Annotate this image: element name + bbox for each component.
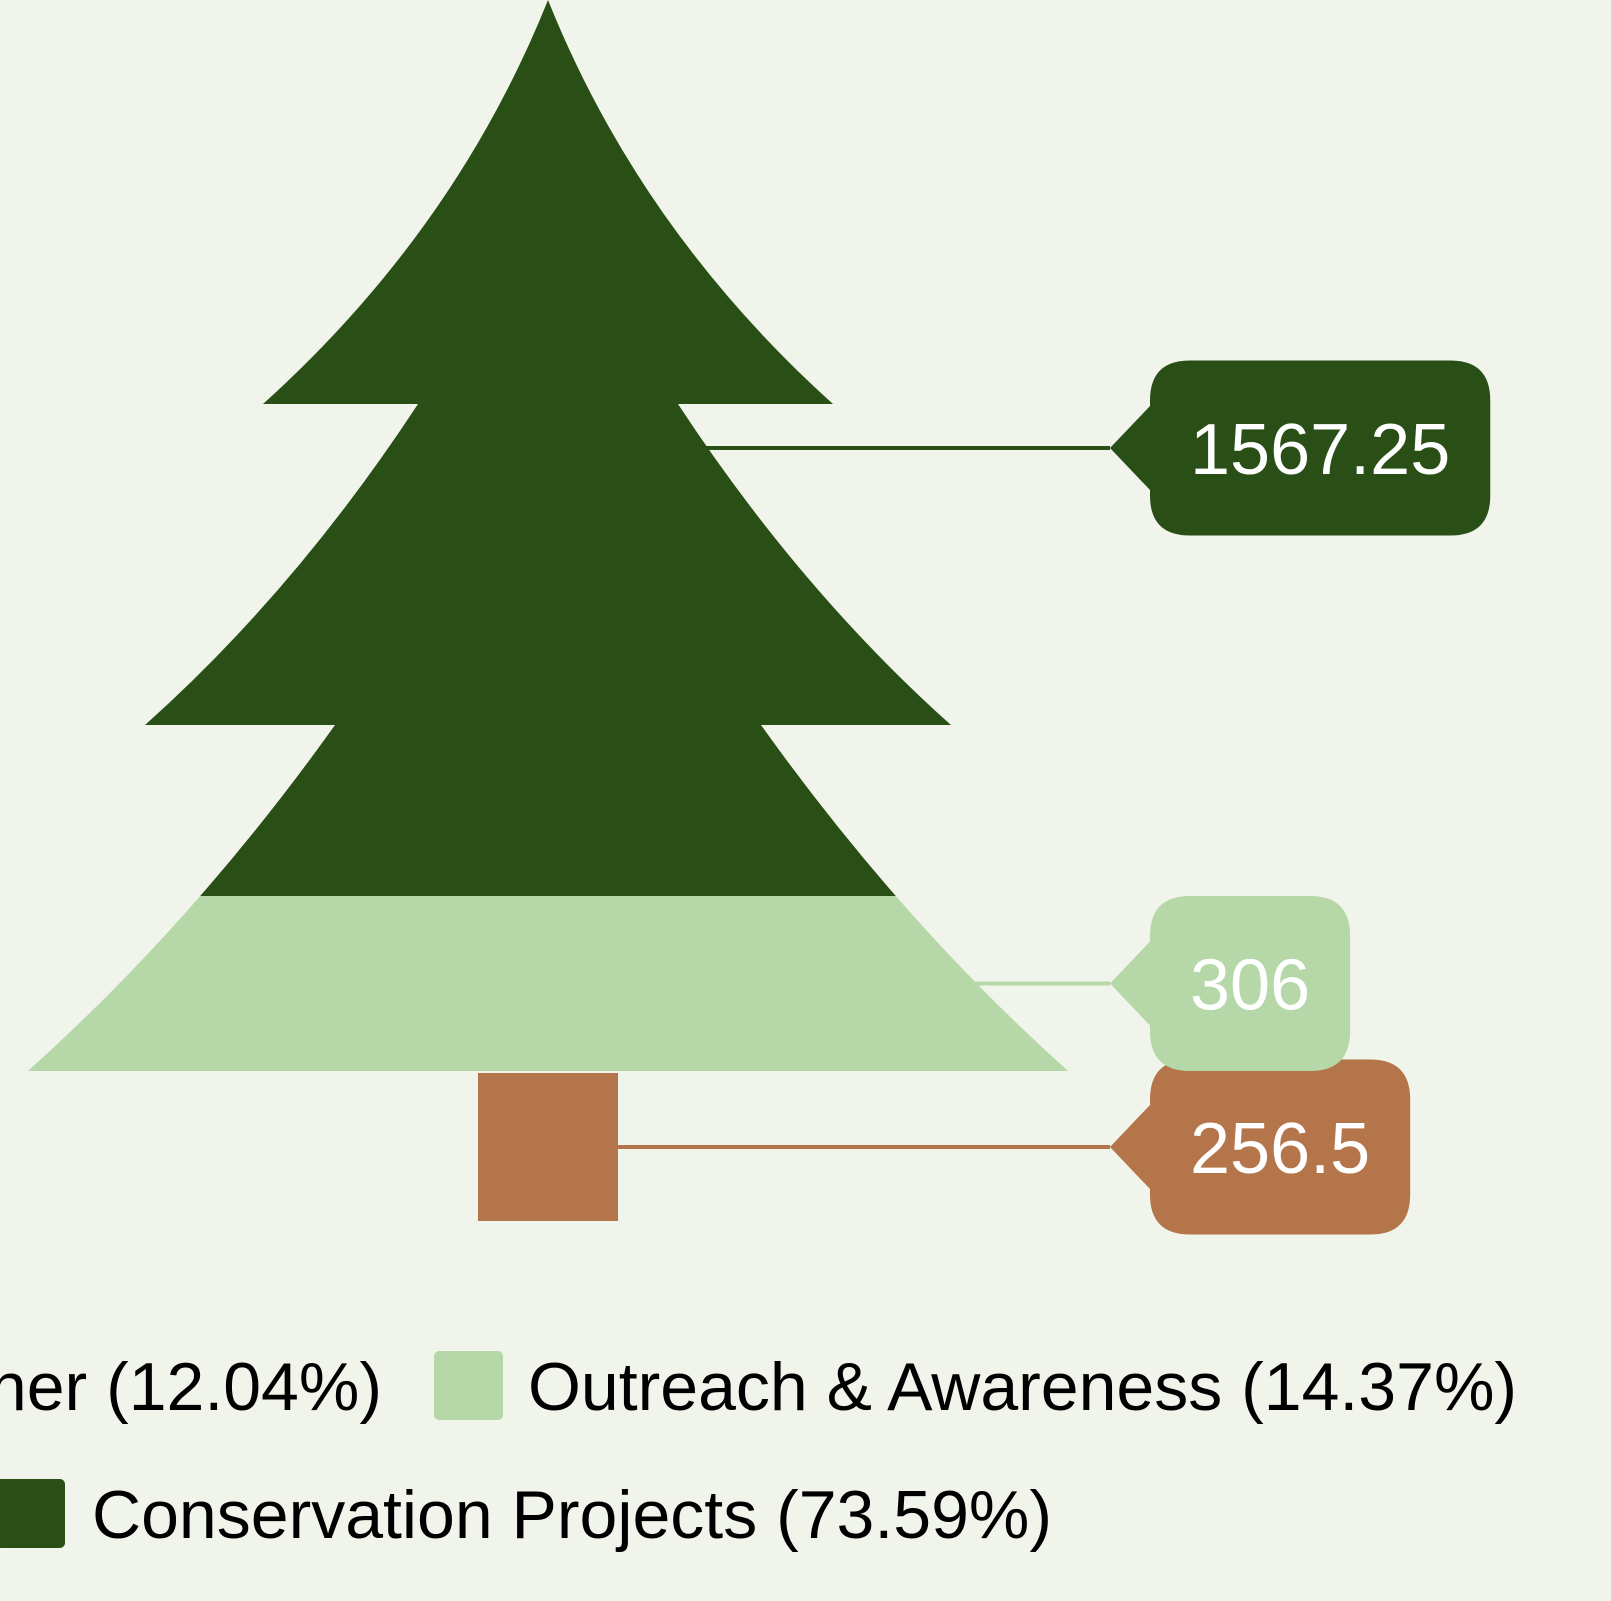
label-box — [1110, 360, 1491, 536]
crown-segment — [28, 896, 1068, 1071]
legend-label: Outreach & Awareness (14.37%) — [528, 1349, 1517, 1425]
legend-swatch — [434, 1351, 503, 1420]
data-label: 1567.25 — [1190, 410, 1450, 490]
label-box — [1110, 896, 1351, 1072]
legend-swatch — [0, 1479, 65, 1548]
tree-trunk — [478, 1073, 618, 1221]
data-label: 306 — [1190, 946, 1310, 1026]
label-box — [1110, 1059, 1411, 1235]
legend-label: Other (12.04%) — [0, 1349, 382, 1425]
data-label: 256.5 — [1190, 1109, 1370, 1189]
legend-label: Conservation Projects (73.59%) — [92, 1477, 1052, 1553]
